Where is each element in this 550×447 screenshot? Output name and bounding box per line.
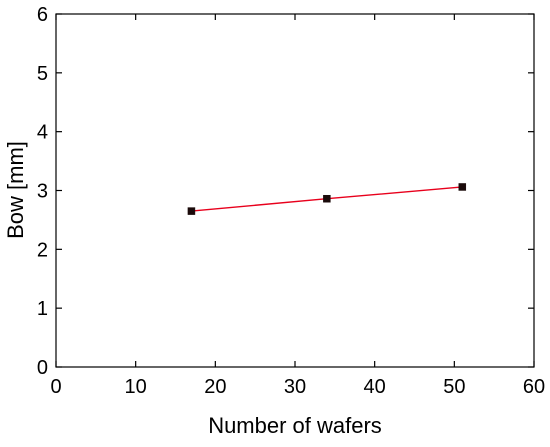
- x-tick-label: 30: [284, 376, 306, 398]
- y-tick-label: 2: [37, 239, 48, 261]
- series-layer: [187, 183, 467, 215]
- x-tick-label: 60: [523, 376, 545, 398]
- x-tick-label: 40: [364, 376, 386, 398]
- y-tick-label: 1: [37, 298, 48, 320]
- data-point-marker: [323, 194, 331, 203]
- x-tick-label: 50: [443, 376, 465, 398]
- y-axis-ticks: 0 1 2 3 4 5 6: [37, 4, 534, 379]
- y-tick-label: 0: [37, 357, 48, 379]
- y-tick-label: 6: [37, 4, 48, 26]
- y-tick-label: 3: [37, 181, 48, 203]
- x-axis-label: Number of wafers: [208, 413, 382, 438]
- y-tick-label: 4: [37, 122, 48, 144]
- y-tick-label: 5: [37, 63, 48, 85]
- x-tick-label: 10: [125, 376, 147, 398]
- data-point-marker: [458, 183, 467, 191]
- x-axis-ticks: 0 10 20 30 40 50 60: [50, 14, 545, 398]
- x-tick-label: 0: [50, 376, 61, 398]
- y-axis-label: Bow [mm]: [3, 141, 28, 239]
- data-point-marker: [187, 207, 196, 215]
- x-tick-label: 20: [204, 376, 226, 398]
